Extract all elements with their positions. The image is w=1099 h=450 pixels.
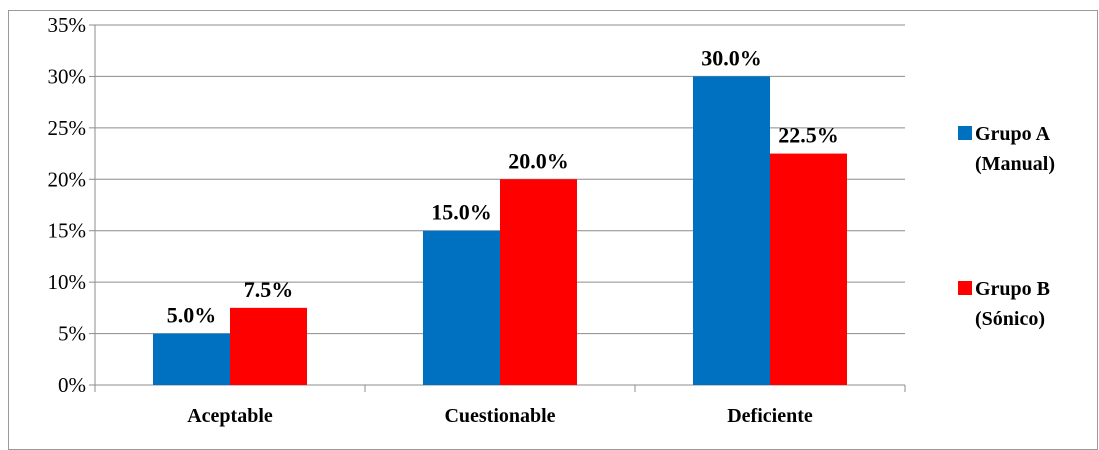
legend-label: Grupo A <box>975 123 1051 145</box>
legend-swatch <box>958 126 972 140</box>
legend-label: Grupo B <box>975 278 1050 300</box>
bar-chart: 0% 5% 10% 15% 20% 25% 30% 35% 5.0% 7.5% Aceptable 1… <box>48 13 1056 427</box>
y-tick-label: 30% <box>48 64 87 88</box>
data-label: 30.0% <box>701 45 762 70</box>
y-tick-label: 20% <box>48 167 87 191</box>
data-label: 20.0% <box>508 148 569 173</box>
bar-grupo-a <box>423 230 500 385</box>
y-tick-label: 35% <box>48 13 87 37</box>
bar-grupo-b <box>770 153 847 385</box>
y-tick-label: 15% <box>48 219 87 243</box>
x-category-label: Cuestionable <box>444 405 555 427</box>
x-category-label: Deficiente <box>727 405 813 427</box>
y-tick-label: 25% <box>48 116 87 140</box>
data-label: 7.5% <box>244 277 294 302</box>
legend-label-line2: (Manual) <box>975 153 1055 175</box>
bar-grupo-a <box>153 333 230 385</box>
bar-grupo-b <box>500 179 577 385</box>
legend-swatch <box>958 281 972 295</box>
data-label: 5.0% <box>167 303 217 328</box>
y-tick-label: 10% <box>48 270 87 294</box>
x-category-label: Aceptable <box>187 405 273 427</box>
data-label: 15.0% <box>431 200 492 225</box>
data-label: 22.5% <box>778 123 839 148</box>
y-tick-label: 5% <box>58 322 86 346</box>
bar-grupo-b <box>230 307 307 385</box>
legend-label-line2: (Sónico) <box>975 308 1045 330</box>
y-tick-label: 0% <box>58 373 86 397</box>
bar-grupo-a <box>693 76 770 385</box>
